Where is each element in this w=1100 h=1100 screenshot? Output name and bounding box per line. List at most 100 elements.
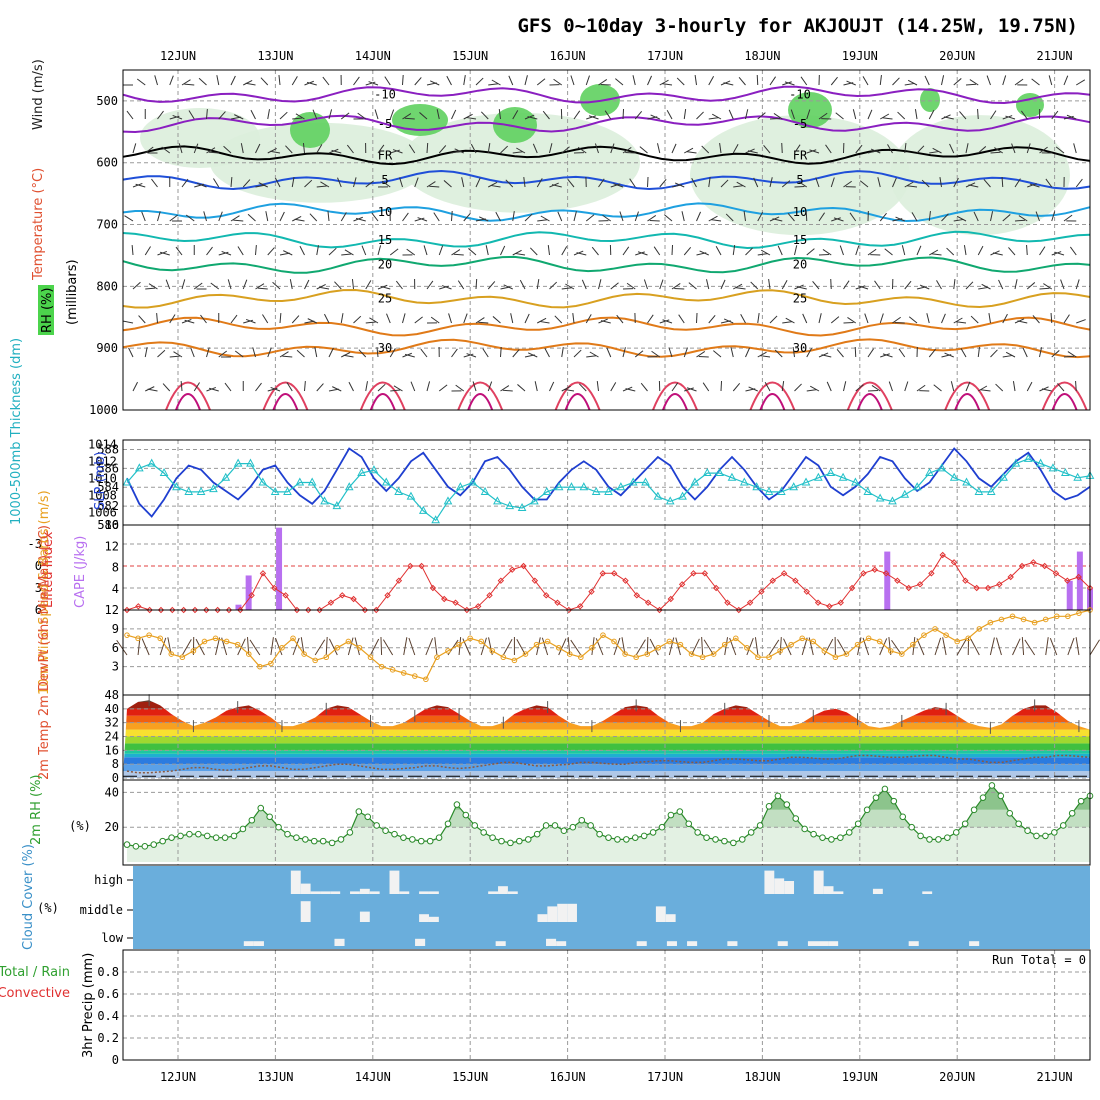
wind-barb — [340, 313, 344, 324]
wind-barb — [527, 352, 538, 358]
li-marker — [180, 606, 187, 614]
wind-barb — [782, 321, 793, 324]
wind-barb — [324, 313, 330, 324]
wind-speed-marker — [688, 651, 695, 657]
li-marker — [928, 570, 935, 577]
precip-tick-label: 0 — [112, 1053, 119, 1067]
date-tick-bottom: 15JUN — [452, 1070, 488, 1084]
thickness-marker — [912, 482, 922, 491]
li-marker — [135, 603, 142, 610]
isotherm-label: 10 — [793, 205, 807, 219]
thickness-marker — [653, 491, 663, 500]
wind-barb — [736, 181, 746, 188]
cloud-bar — [823, 886, 834, 894]
li-marker — [939, 551, 946, 559]
cloud-bar — [636, 941, 647, 946]
surface-wind-barb — [1049, 638, 1058, 656]
rh-line — [123, 782, 1094, 850]
wind-barb — [745, 347, 751, 358]
surface-wind-barb — [668, 637, 675, 656]
wind-barb — [708, 315, 716, 324]
wind-barb — [147, 388, 158, 392]
wind-barb — [831, 217, 841, 222]
warm-contour — [165, 381, 211, 411]
wind-barb — [830, 76, 838, 86]
wind-barb — [306, 81, 317, 86]
wind-speed-marker — [389, 667, 396, 673]
rh-marker — [391, 830, 398, 838]
warm-contour — [749, 381, 796, 411]
wind-barb — [941, 213, 949, 222]
wind-barb — [436, 109, 440, 120]
wind-speed-marker — [234, 641, 241, 648]
temp-tick-label: 40 — [105, 702, 119, 716]
warm-contour-inner — [369, 393, 396, 411]
thickness-marker — [456, 482, 465, 491]
wind-barb — [148, 283, 158, 290]
li-marker — [441, 595, 448, 603]
thickness-marker — [554, 482, 564, 491]
wind-barb — [1017, 320, 1028, 324]
precip-total-label: Total / Rain — [0, 965, 70, 980]
wind-barb — [748, 386, 758, 392]
wind-barb — [341, 352, 351, 358]
temp-band — [123, 764, 1090, 772]
wind-speed-marker — [124, 632, 130, 638]
isotherm-label: 10 — [378, 205, 392, 219]
wind-barb — [395, 280, 403, 290]
wind-barb — [622, 108, 625, 120]
wind-barb — [792, 347, 795, 358]
wind-speed-marker — [1076, 610, 1082, 616]
rh-marker — [560, 827, 568, 834]
wind-barb — [567, 178, 575, 188]
wind-barb — [941, 313, 946, 324]
wind-barb — [830, 177, 835, 188]
surface-wind-barb — [746, 638, 754, 656]
temp-band — [123, 715, 1090, 723]
wind-barb — [126, 110, 134, 120]
li-marker — [916, 581, 924, 588]
li-marker — [508, 566, 516, 573]
wind-barb — [805, 210, 808, 222]
wind-speed-marker — [810, 638, 817, 645]
wind-barb — [451, 249, 461, 256]
wind-barb — [892, 77, 900, 86]
wind-barb — [924, 75, 930, 86]
wind-barb — [181, 279, 186, 290]
thickness-marker — [727, 472, 737, 481]
wind-barb — [732, 144, 739, 154]
wind-barb — [408, 144, 416, 154]
rh-marker — [382, 827, 389, 834]
li-marker — [384, 592, 391, 599]
rh-marker — [703, 834, 710, 841]
wind-barb — [500, 385, 510, 392]
rh-marker — [533, 830, 541, 838]
wind-barb — [882, 353, 893, 358]
rh-marker — [863, 806, 871, 814]
wind-barb — [537, 317, 547, 324]
wind-barb — [904, 280, 912, 290]
wind-barb — [475, 77, 484, 86]
wind-barb — [764, 382, 771, 392]
wind-barb — [172, 114, 183, 120]
rh-contour — [400, 112, 640, 213]
rh-marker — [132, 843, 140, 850]
thickness-marker — [641, 477, 650, 486]
rh-marker — [756, 822, 764, 829]
wind-barb — [977, 146, 987, 154]
rh-marker — [524, 836, 532, 843]
wind-speed-marker — [179, 654, 186, 661]
thickness-tick-label: 586 — [97, 461, 119, 475]
cloud-level-label: low — [101, 931, 123, 945]
date-tick-bottom: 14JUN — [355, 1070, 391, 1084]
date-tick-bottom: 21JUN — [1037, 1070, 1073, 1084]
date-tick-top: 16JUN — [550, 49, 586, 63]
date-tick-top: 20JUN — [939, 49, 975, 63]
wind-barb — [994, 147, 1004, 154]
wind-speed-marker — [201, 638, 208, 645]
cloud-bar — [369, 891, 380, 894]
wind-barb — [1008, 247, 1016, 256]
wind-barb — [662, 319, 673, 324]
wind-barb — [668, 347, 673, 358]
surface-wind-barb — [237, 638, 246, 656]
